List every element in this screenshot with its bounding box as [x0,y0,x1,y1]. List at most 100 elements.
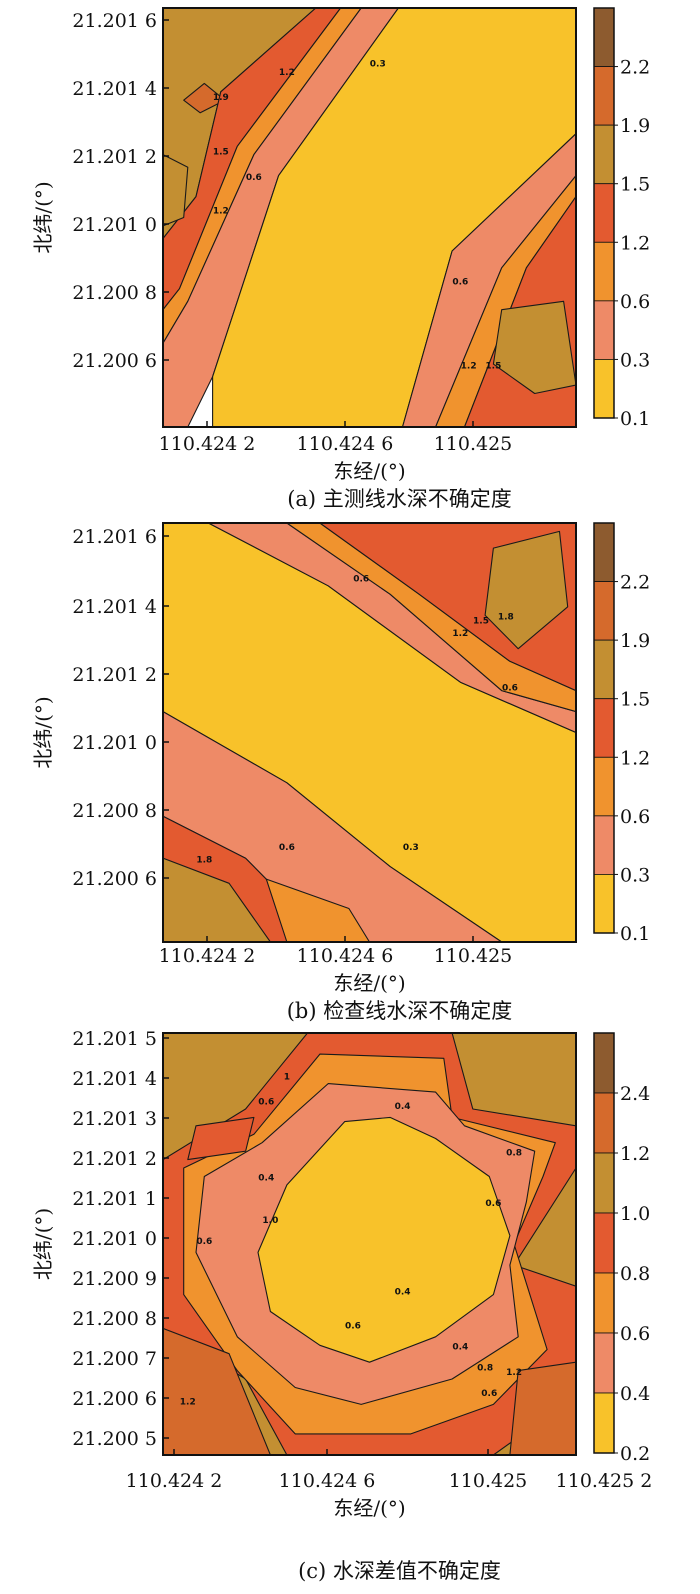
ytick-label-a-1: 21.201 4 [72,78,157,100]
colorbar-label-c-3: 0.8 [620,1263,650,1285]
colorbar-label-b-2: 1.5 [620,689,650,711]
contour-region-a-5 [212,8,576,427]
contour-label-b-0: 0.6 [353,575,369,585]
ytick-label-c-9: 21.200 6 [72,1388,157,1410]
colorbar-swatch-a-5 [593,300,615,360]
plot-frame-b [162,522,577,943]
ytick-label-b-3: 21.201 0 [72,732,157,754]
contour-label-c-3: 0.8 [506,1148,522,1158]
colorbar-label-b-1: 1.9 [620,630,650,652]
colorbar-swatch-a-2 [593,124,615,185]
contour-map-a [163,8,576,427]
ytick-label-b-4: 21.200 8 [72,800,157,822]
xtick-label-c-3: 110.425 2 [556,1470,653,1492]
ytick-label-c-8: 21.200 7 [72,1348,157,1370]
contour-label-c-8: 0.4 [395,1288,411,1298]
contour-label-c-13: 1.2 [506,1368,522,1378]
colorbar-frame-c [593,1032,615,1454]
contour-region-c-7 [187,1116,255,1161]
xtick-label-b-2: 110.425 [434,945,513,967]
ytick-label-b-0: 21.201 6 [72,526,157,548]
caption-c: (c) 水深差值不确定度 [298,1559,501,1583]
colorbar-frame-a [593,7,615,419]
ytick-label-c-4: 21.201 1 [72,1188,157,1210]
contour-region-a-7 [435,175,576,427]
colorbar-label-b-4: 0.6 [620,806,650,828]
caption-a: (a) 主测线水深不确定度 [287,487,512,511]
x-axis-label-a: 东经/(°) [333,459,405,483]
colorbar-label-a-4: 0.6 [620,291,650,313]
contour-label-a-6: 0.6 [452,278,468,288]
ytick-label-c-3: 21.201 2 [72,1148,157,1170]
xtick-label-c-1: 110.424 6 [279,1470,376,1492]
panel-c: 1 0.6 0.4 0.8 0.6 0.4 1.0 0.6 0.4 0.4 0.6 1.2 0.8 1.2… [0,1030,700,1594]
contour-label-c-7: 0.6 [485,1199,501,1209]
ytick-label-a-4: 21.200 8 [72,282,157,304]
panel-b: 0.6 1.2 1.5 1.8 0.6 0.3 0.6 1.8 21.201 6 21.201 4… [0,518,700,1030]
contour-label-a-4: 0.6 [246,173,262,183]
ytick-label-c-1: 21.201 4 [72,1068,157,1090]
colorbar-swatch-b-3 [593,698,615,758]
colorbar-label-c-0: 2.4 [620,1083,650,1105]
colorbar-swatch-b-4 [593,756,615,817]
contour-label-a-5: 1.2 [213,206,229,216]
ytick-label-a-5: 21.200 6 [72,350,157,372]
contour-label-c-1: 0.6 [258,1098,274,1108]
colorbar-swatch-c-0 [593,1032,615,1094]
colorbar-label-b-0: 2.2 [620,572,650,594]
y-axis-label-a: 北纬/(°) [31,181,55,253]
contour-label-b-1: 1.2 [452,629,468,639]
contour-map-c [163,1033,576,1455]
colorbar-swatch-b-6 [593,874,615,934]
contour-label-c-2: 0.4 [395,1102,411,1112]
ytick-label-a-3: 21.201 0 [72,214,157,236]
contour-label-c-0: 1 [284,1072,290,1082]
contour-region-b-4 [484,530,569,650]
ytick-label-c-6: 21.200 9 [72,1268,157,1290]
colorbar-swatch-c-3 [593,1212,615,1274]
contour-label-a-7: 1.2 [461,361,477,371]
colorbar-label-c-4: 0.6 [620,1323,650,1345]
contour-map-b [163,523,576,942]
colorbar-swatch-a-0 [593,7,615,67]
colorbar-swatch-a-4 [593,241,615,302]
colorbar-label-a-0: 2.2 [620,57,650,79]
colorbar-label-c-6: 0.2 [620,1443,650,1465]
colorbar-label-b-3: 1.2 [620,747,650,769]
xtick-label-a-2: 110.425 [434,433,513,455]
colorbar-label-a-6: 0.1 [620,408,650,430]
colorbar-label-a-3: 1.2 [620,232,650,254]
caption-b: (b) 检查线水深不确定度 [287,999,513,1023]
colorbar-label-a-5: 0.3 [620,349,650,371]
xtick-label-b-0: 110.424 2 [159,945,256,967]
contour-region-a-9 [492,300,576,395]
ytick-label-a-0: 21.201 6 [72,10,157,32]
colorbar-swatch-c-2 [593,1152,615,1214]
ytick-label-c-5: 21.201 0 [72,1228,157,1250]
contour-label-c-11: 1.2 [180,1397,196,1407]
colorbar-frame-b [593,522,615,934]
panel-b-svg: 0.6 1.2 1.5 1.8 0.6 0.3 0.6 1.8 21.201 6 21.201 4… [31,522,650,1023]
colorbar-label-b-6: 0.1 [620,923,650,945]
contour-label-b-5: 0.3 [403,843,419,853]
contour-region-b-8 [265,878,371,942]
contour-label-c-5: 0.4 [258,1174,274,1184]
contour-label-a-1: 0.3 [370,60,386,70]
contour-label-b-3: 1.8 [498,612,514,622]
colorbar-swatch-a-3 [593,183,615,243]
xtick-label-c-2: 110.425 [449,1470,528,1492]
colorbar-swatch-b-2 [593,639,615,700]
colorbar-swatch-a-1 [593,66,615,126]
ytick-label-c-2: 21.201 3 [72,1108,157,1130]
contour-region-c-6 [509,1361,576,1455]
contour-label-a-0: 1.2 [279,68,295,78]
colorbar-label-c-1: 1.2 [620,1143,650,1165]
contour-region-a-10 [163,154,189,227]
ytick-label-b-1: 21.201 4 [72,596,157,618]
y-axis-label-b: 北纬/(°) [31,696,55,768]
colorbar-label-b-5: 0.3 [620,864,650,886]
contour-label-b-6: 0.6 [279,843,295,853]
xtick-label-a-1: 110.424 6 [297,433,394,455]
contour-label-a-3: 1.5 [213,148,229,158]
colorbar-label-a-2: 1.5 [620,174,650,196]
